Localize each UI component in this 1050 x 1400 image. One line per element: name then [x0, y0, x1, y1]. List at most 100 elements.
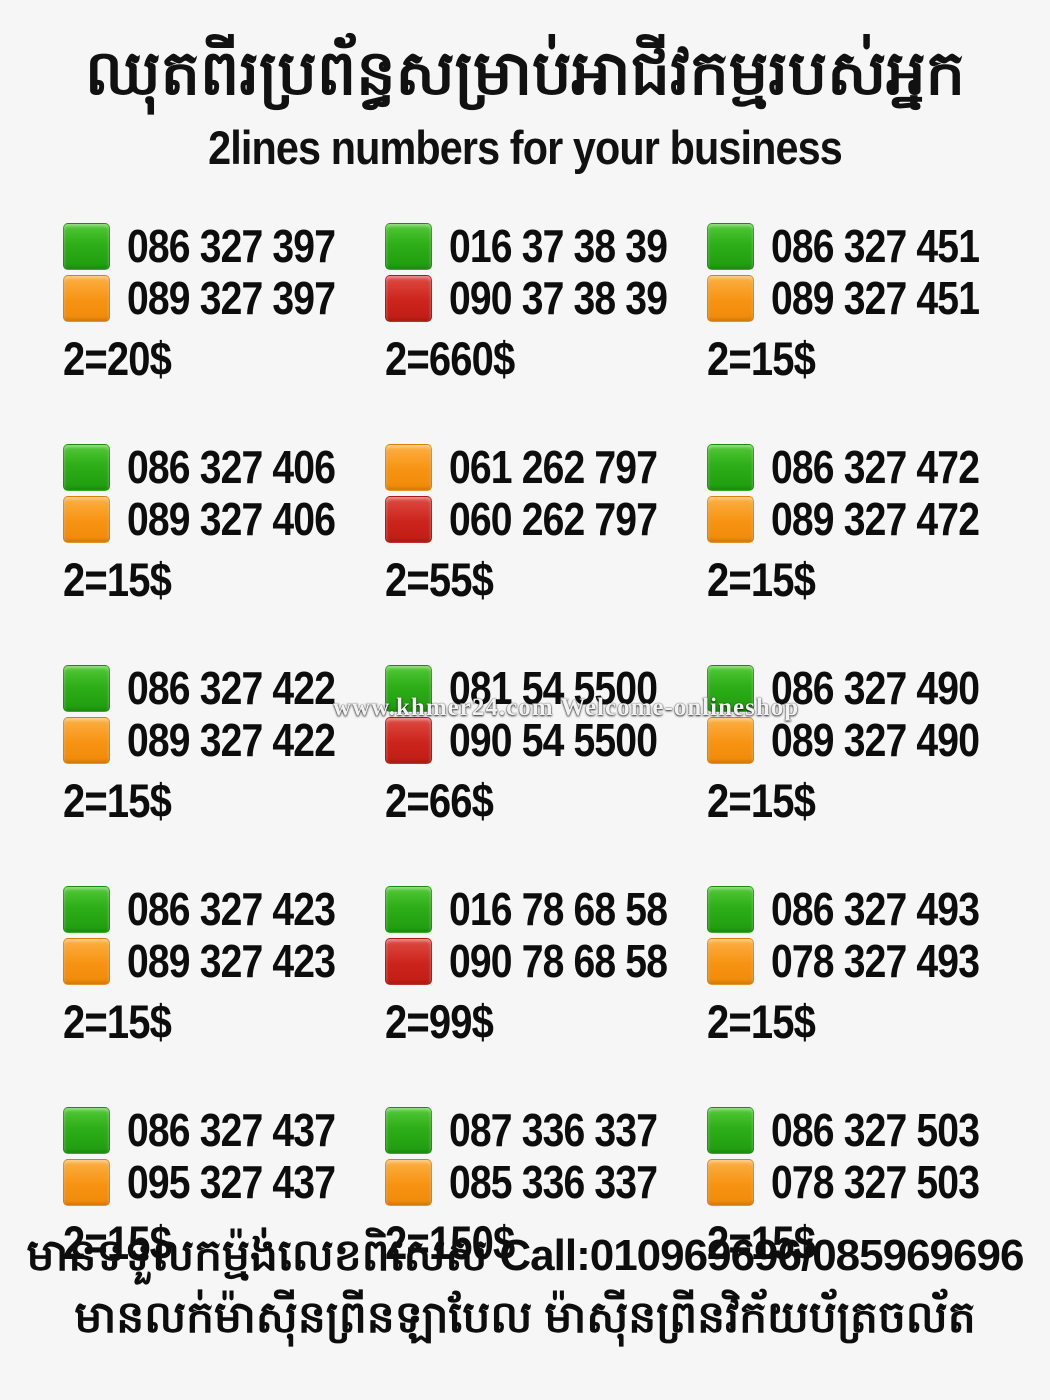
price-label: 2=15$ [63, 774, 172, 827]
number-row: 089 327 472 [707, 493, 1003, 545]
sim-color-swatch [707, 1106, 754, 1154]
number-row: 086 327 422 [63, 662, 385, 714]
sim-color-swatch [385, 443, 432, 491]
sim-color-swatch [63, 885, 110, 933]
price-label: 2=15$ [63, 995, 172, 1048]
phone-number: 086 327 422 [127, 662, 336, 714]
listing-cell: 086 327 503 078 327 503 2=15$ [707, 1104, 1003, 1270]
phone-number: 086 327 503 [771, 1104, 980, 1156]
number-row: 085 336 337 [385, 1156, 707, 1208]
listing-cell: 086 327 490 089 327 490 2=15$ [707, 662, 1003, 828]
number-row: 089 327 406 [63, 493, 385, 545]
listing-cell: 016 37 38 39 090 37 38 39 2=660$ [385, 220, 707, 386]
sim-color-swatch [385, 885, 432, 933]
number-row: 089 327 451 [707, 272, 1003, 324]
sim-color-swatch [63, 222, 110, 270]
sim-color-swatch [63, 495, 110, 543]
number-row: 090 37 38 39 [385, 272, 707, 324]
listing-cell: 016 78 68 58 090 78 68 58 2=99$ [385, 883, 707, 1049]
listing-cell: 081 54 5500 090 54 5500 2=66$ [385, 662, 707, 828]
number-row: 086 327 451 [707, 220, 1003, 272]
sim-color-swatch [63, 937, 110, 985]
phone-number: 089 327 490 [771, 714, 980, 766]
sim-color-swatch [63, 1158, 110, 1206]
phone-number: 087 336 337 [449, 1104, 658, 1156]
sim-color-swatch [385, 716, 432, 764]
phone-number: 016 37 38 39 [449, 220, 668, 272]
number-row: 086 327 472 [707, 441, 1003, 493]
number-row: 087 336 337 [385, 1104, 707, 1156]
number-row: 089 327 423 [63, 935, 385, 987]
sim-color-swatch [707, 885, 754, 933]
number-row: 086 327 503 [707, 1104, 1003, 1156]
number-row: 061 262 797 [385, 441, 707, 493]
price-label: 2=15$ [63, 553, 172, 606]
price-label: 2=15$ [63, 1216, 172, 1269]
footer-order-text: មានទទួលកម្ម៉ង់លេខពិសេស [26, 1231, 488, 1280]
phone-number: 089 327 472 [771, 493, 980, 545]
number-row: 086 327 493 [707, 883, 1003, 935]
price-label: 2=150$ [385, 1216, 515, 1269]
number-row: 089 327 422 [63, 714, 385, 766]
listing-cell: 086 327 406 089 327 406 2=15$ [63, 441, 385, 607]
phone-number: 086 327 472 [771, 441, 980, 493]
number-row: 095 327 437 [63, 1156, 385, 1208]
phone-number: 089 327 422 [127, 714, 336, 766]
phone-number: 095 327 437 [127, 1156, 336, 1208]
listing-cell: 086 327 493 078 327 493 2=15$ [707, 883, 1003, 1049]
number-row: 016 78 68 58 [385, 883, 707, 935]
phone-number: 086 327 490 [771, 662, 980, 714]
number-row: 016 37 38 39 [385, 220, 707, 272]
number-row: 086 327 490 [707, 662, 1003, 714]
phone-number: 090 54 5500 [449, 714, 658, 766]
phone-number: 089 327 406 [127, 493, 336, 545]
phone-number: 086 327 493 [771, 883, 980, 935]
sim-color-swatch [63, 443, 110, 491]
sim-color-swatch [63, 274, 110, 322]
listing-cell: 087 336 337 085 336 337 2=150$ [385, 1104, 707, 1270]
phone-number: 086 327 406 [127, 441, 336, 493]
phone-number: 086 327 451 [771, 220, 980, 272]
phone-number: 078 327 493 [771, 935, 980, 987]
footer-call-numbers: Call:010969696/085969696 [499, 1231, 1024, 1280]
sim-color-swatch [385, 664, 432, 712]
sim-color-swatch [63, 664, 110, 712]
price-label: 2=15$ [707, 553, 816, 606]
number-row: 086 327 397 [63, 220, 385, 272]
number-row: 090 54 5500 [385, 714, 707, 766]
number-row: 081 54 5500 [385, 662, 707, 714]
price-label: 2=55$ [385, 553, 494, 606]
sim-color-swatch [707, 222, 754, 270]
phone-number: 086 327 437 [127, 1104, 336, 1156]
sim-color-swatch [707, 443, 754, 491]
listing-cell: 061 262 797 060 262 797 2=55$ [385, 441, 707, 607]
phone-number: 090 37 38 39 [449, 272, 668, 324]
price-label: 2=660$ [385, 332, 515, 385]
sim-color-swatch [385, 937, 432, 985]
price-label: 2=15$ [707, 774, 816, 827]
phone-number: 089 327 423 [127, 935, 336, 987]
number-row: 086 327 406 [63, 441, 385, 493]
footer-line2: មានលក់ម៉ាស៊ីនព្រីនឡាបែល ម៉ាស៊ីនព្រីនវិក័… [74, 1293, 976, 1342]
number-row: 089 327 490 [707, 714, 1003, 766]
price-label: 2=15$ [707, 1216, 816, 1269]
sim-color-swatch [385, 1158, 432, 1206]
sim-color-swatch [63, 716, 110, 764]
sim-color-swatch [63, 1106, 110, 1154]
phone-number: 081 54 5500 [449, 662, 658, 714]
number-row: 060 262 797 [385, 493, 707, 545]
phone-number: 089 327 397 [127, 272, 336, 324]
number-row: 078 327 493 [707, 935, 1003, 987]
phone-number: 085 336 337 [449, 1156, 658, 1208]
listing-cell: 086 327 423 089 327 423 2=15$ [63, 883, 385, 1049]
listing-cell: 086 327 422 089 327 422 2=15$ [63, 662, 385, 828]
phone-number: 086 327 397 [127, 220, 336, 272]
number-row: 078 327 503 [707, 1156, 1003, 1208]
listings-grid: 086 327 397 089 327 397 2=20$ 016 37 38 … [63, 220, 1003, 1270]
sim-color-swatch [385, 1106, 432, 1154]
phone-number: 089 327 451 [771, 272, 980, 324]
phone-number: 090 78 68 58 [449, 935, 668, 987]
phone-number: 060 262 797 [449, 493, 658, 545]
price-label: 2=15$ [707, 332, 816, 385]
